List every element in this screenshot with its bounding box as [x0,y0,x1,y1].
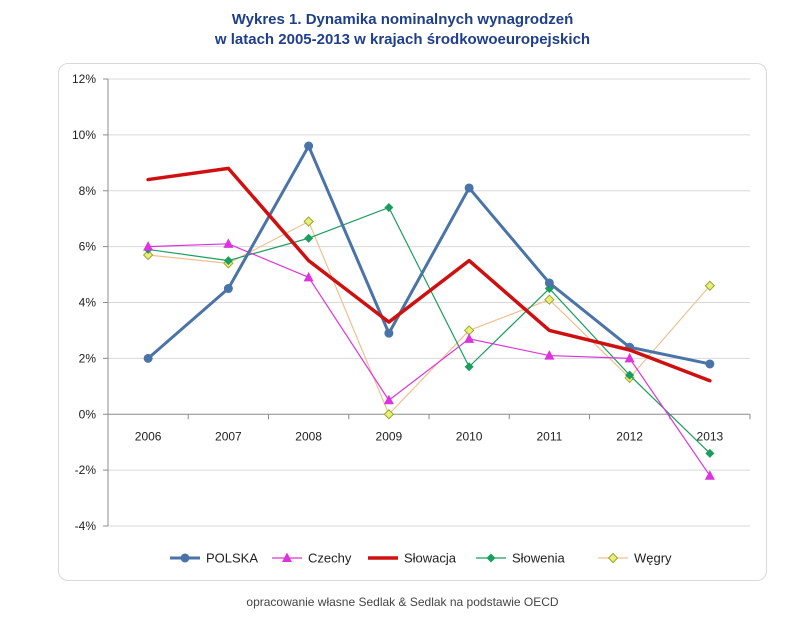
data-point-s-owenia [464,362,474,372]
legend-marker-w-gry [607,552,619,564]
series-line-s-owenia [147,206,711,454]
x-tick-label: 2011 [536,429,562,443]
x-tick-label: 2008 [295,429,322,443]
y-tick-label: 2% [79,351,97,365]
y-tick-label: 4% [79,296,97,310]
data-point-w-gry [142,249,154,261]
data-point-s-owenia [625,370,635,380]
data-point-czechy [303,271,314,282]
data-point-polska [143,353,153,363]
legend-label-w-gry: Węgry [634,551,672,566]
data-point-czechy [383,394,394,405]
x-tick-label: 2010 [456,429,483,443]
data-point-w-gry [303,216,314,227]
data-point-polska [384,328,394,338]
y-tick-label: 6% [79,240,97,254]
chart-title-line-2: w latach 2005-2013 w krajach środkowoeur… [214,31,591,48]
data-point-czechy [624,352,635,363]
data-point-czechy [223,238,234,248]
series-line-s-owacja [146,166,712,383]
data-point-polska [223,284,233,294]
data-point-s-owenia [223,256,233,266]
data-point-s-owenia [705,448,715,458]
chart-title-line-1: Wykres 1. Dynamika nominalnych wynagrodz… [231,11,574,28]
series-line-polska [146,144,712,366]
data-point-polska [705,359,715,369]
x-tick-label: 2012 [616,429,643,443]
x-tick-label: 2007 [215,429,242,443]
data-point-w-gry [383,409,395,420]
y-tick-label: -4% [75,519,97,533]
data-point-w-gry [544,294,555,305]
x-tick-label: 2009 [376,429,403,443]
legend-label-s-owenia: Słowenia [512,551,566,566]
source-note: opracowanie własne Sedlak & Sedlak na po… [246,595,559,609]
data-point-polska [304,141,314,151]
chart-panel [58,63,767,581]
data-point-czechy [544,350,555,360]
y-tick-label: 8% [79,184,97,198]
data-point-czechy [704,470,715,480]
legend-label-polska: POLSKA [206,551,258,566]
legend-marker-s-owenia [486,553,496,563]
x-tick-label: 2006 [135,429,162,443]
y-tick-label: 10% [72,128,96,142]
chart-title: Wykres 1. Dynamika nominalnych wynagrodz… [0,10,805,50]
series-line-czechy [147,243,711,477]
data-point-polska [464,183,474,193]
x-tick-label: 2013 [697,429,724,443]
series-line-w-gry [147,220,711,415]
y-tick-label: 0% [79,407,97,421]
y-tick-label: -2% [75,463,97,477]
data-point-polska [544,278,554,288]
legend-label-s-owacja: Słowacja [404,551,457,566]
data-point-w-gry [704,280,716,291]
data-point-czechy [464,333,475,343]
data-point-s-owenia [384,203,394,213]
data-point-s-owenia [304,233,314,243]
legend-marker-polska [180,553,190,563]
data-point-czechy [143,241,154,251]
y-tick-label: 12% [72,72,96,86]
legend-label-czechy: Czechy [308,551,352,566]
legend-marker-czechy [282,552,292,562]
